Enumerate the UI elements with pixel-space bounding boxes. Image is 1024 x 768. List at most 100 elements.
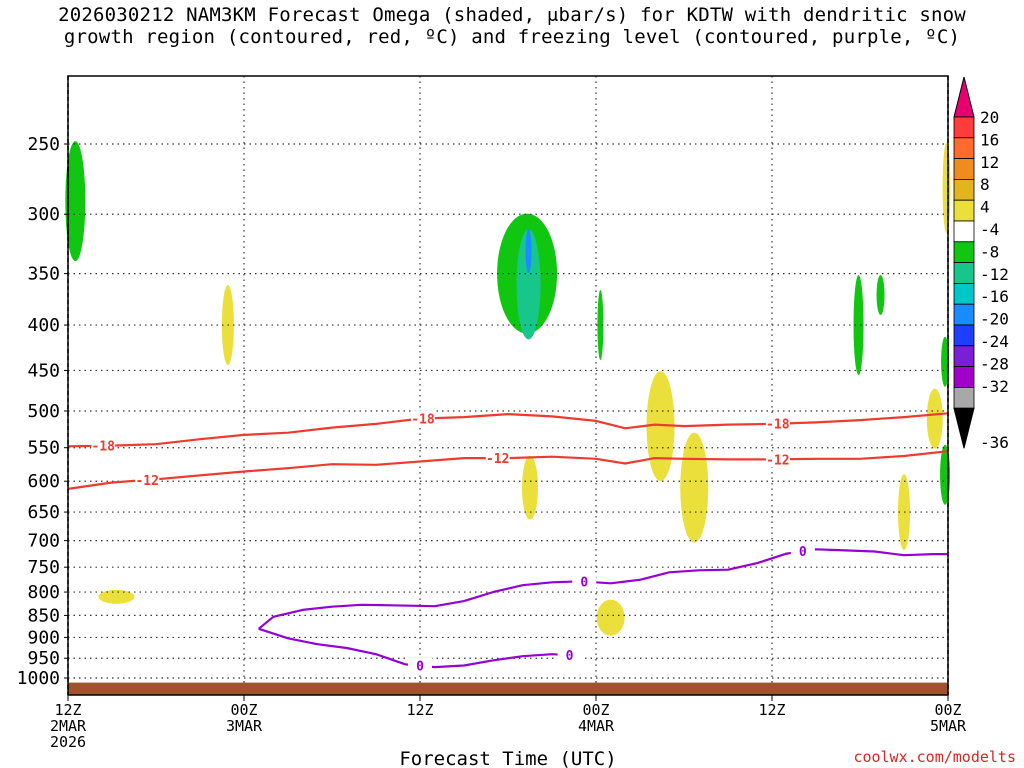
x-tick-label-0-2: 2026 bbox=[50, 733, 86, 751]
colorbar-swatch-0 bbox=[953, 116, 975, 139]
upward-motion-green-region bbox=[853, 275, 864, 376]
colorbar-swatch-13 bbox=[953, 386, 975, 409]
colorbar-label-5: -4 bbox=[980, 220, 999, 239]
x-tick-label-48-0: 12Z bbox=[758, 701, 785, 719]
colorbar-label-4: 4 bbox=[980, 198, 990, 217]
downward-motion-yellow-region bbox=[680, 432, 709, 543]
downward-motion-yellow-region bbox=[942, 142, 951, 233]
y-tick-label-1000: 1000 bbox=[17, 668, 60, 689]
colorbar-swatch-5 bbox=[953, 220, 975, 243]
ground-layer bbox=[68, 682, 948, 695]
contour-label-freezing-0: 0 bbox=[580, 576, 588, 591]
axes: 2503003504004505005506006507007508008509… bbox=[17, 75, 967, 768]
contour-label-freezing-0-near-surface: 0 bbox=[416, 660, 424, 675]
contour-dgz-12 bbox=[67, 450, 949, 490]
ground-fill bbox=[68, 682, 948, 695]
contour-lines: -18 -18 -18 -12 -12 -12 0 0 0 0 bbox=[67, 410, 949, 675]
y-tick-label-550: 550 bbox=[27, 438, 60, 459]
y-tick-label-450: 450 bbox=[27, 360, 60, 381]
contour-label-dgz-18: -18 bbox=[411, 413, 435, 428]
contour-label-freezing-0-near-surface: 0 bbox=[566, 649, 574, 664]
y-tick-label-900: 900 bbox=[27, 627, 60, 648]
colorbar-swatch-12 bbox=[953, 366, 975, 388]
plot-frame bbox=[67, 75, 949, 696]
upward-motion-green-region bbox=[597, 290, 604, 361]
contour-label-bg bbox=[790, 543, 815, 560]
contour-label-bg bbox=[485, 450, 510, 467]
upward-motion-green-region bbox=[65, 141, 86, 262]
x-tick-label-0-0: 12Z bbox=[54, 701, 81, 719]
y-tick-label-500: 500 bbox=[27, 401, 60, 422]
grid-lines bbox=[68, 76, 948, 695]
x-tick-label-60-0: 00Z bbox=[934, 701, 961, 719]
downward-motion-yellow-region bbox=[926, 388, 943, 449]
contour-label-bg bbox=[135, 471, 160, 488]
colorbar-label-6: -8 bbox=[980, 242, 999, 261]
y-tick-label-400: 400 bbox=[27, 315, 60, 336]
downward-motion-yellow-region bbox=[596, 599, 625, 636]
colorbar-label-10: -24 bbox=[980, 332, 1009, 351]
colorbar-swatch-2 bbox=[953, 158, 975, 180]
upward-motion-blue-region bbox=[525, 228, 532, 273]
contour-label-bg bbox=[557, 647, 582, 664]
y-tick-label-950: 950 bbox=[27, 648, 60, 669]
colorbar-swatch-11 bbox=[953, 345, 975, 367]
contour-label-dgz-18: -18 bbox=[766, 418, 790, 433]
contour-label-bg bbox=[91, 437, 116, 454]
contour-label-dgz-12: -12 bbox=[135, 474, 158, 489]
colorbar-label-9: -20 bbox=[980, 310, 1009, 329]
colorbar-label-2: 12 bbox=[980, 153, 999, 172]
colorbar-label-1: 16 bbox=[980, 130, 999, 149]
y-tick-label-800: 800 bbox=[27, 582, 60, 603]
colorbar-swatch-10 bbox=[953, 324, 975, 347]
y-tick-label-700: 700 bbox=[27, 531, 60, 552]
y-tick-label-600: 600 bbox=[27, 471, 60, 492]
colorbar-swatch-3 bbox=[953, 178, 975, 201]
colorbar-swatch-4 bbox=[953, 199, 975, 222]
x-tick-label-24-0: 12Z bbox=[406, 701, 433, 719]
credit-text: coolwx.com/modelts bbox=[853, 748, 1016, 766]
colorbar: 20 16 12 8 4 -4 -8 -12 -16 -20 -24 -28 -32 -36 bbox=[953, 76, 1009, 452]
colorbar-swatch-9 bbox=[953, 303, 975, 326]
contour-label-dgz-12: -12 bbox=[766, 453, 789, 468]
contour-label-dgz-18: -18 bbox=[91, 440, 115, 455]
upward-motion-green-region bbox=[876, 275, 885, 316]
contour-label-bg bbox=[410, 410, 435, 427]
colorbar-label-8: -16 bbox=[980, 287, 1009, 306]
x-tick-label-60-1: 5MAR bbox=[930, 717, 967, 735]
colorbar-bottom-arrow bbox=[953, 407, 975, 449]
downward-motion-yellow-region bbox=[98, 589, 135, 604]
contour-label-bg bbox=[572, 573, 597, 590]
contour-freezing-0 bbox=[463, 548, 948, 603]
title-line-1: 2026030212 NAM3KM Forecast Omega (shaded… bbox=[58, 4, 966, 26]
upward-motion-teal-region bbox=[516, 229, 541, 340]
y-tick-label-650: 650 bbox=[27, 502, 60, 523]
colorbar-label-3: 8 bbox=[980, 175, 990, 194]
y-tick-label-750: 750 bbox=[27, 557, 60, 578]
contour-label-bg bbox=[765, 415, 790, 432]
upward-motion-green-region bbox=[941, 336, 950, 387]
colorbar-label-12: -32 bbox=[980, 377, 1009, 396]
contour-label-bg bbox=[765, 451, 790, 468]
colorbar-label-7: -12 bbox=[980, 265, 1009, 284]
colorbar-swatch-7 bbox=[953, 262, 975, 284]
colorbar-swatch-1 bbox=[953, 137, 975, 160]
chart-title: 2026030212 NAM3KM Forecast Omega (shaded… bbox=[0, 4, 1024, 48]
x-tick-label-36-0: 00Z bbox=[582, 701, 609, 719]
colorbar-label-13: -36 bbox=[980, 433, 1009, 452]
x-tick-label-12-1: 3MAR bbox=[226, 717, 263, 735]
colorbar-swatch-8 bbox=[953, 282, 975, 305]
contour-label-freezing-0: 0 bbox=[799, 545, 807, 560]
x-tick-label-36-1: 4MAR bbox=[578, 717, 615, 735]
contour-label-bg bbox=[408, 657, 432, 674]
omega-shading bbox=[65, 141, 951, 636]
colorbar-label-0: 20 bbox=[980, 108, 999, 127]
y-tick-label-850: 850 bbox=[27, 605, 60, 626]
y-tick-label-300: 300 bbox=[27, 204, 60, 225]
contour-freezing-0-low bbox=[258, 600, 465, 630]
x-axis-label: Forecast Time (UTC) bbox=[399, 748, 616, 768]
contour-label-dgz-12: -12 bbox=[486, 452, 509, 467]
y-tick-label-350: 350 bbox=[27, 264, 60, 285]
colorbar-swatch-6 bbox=[953, 241, 975, 264]
